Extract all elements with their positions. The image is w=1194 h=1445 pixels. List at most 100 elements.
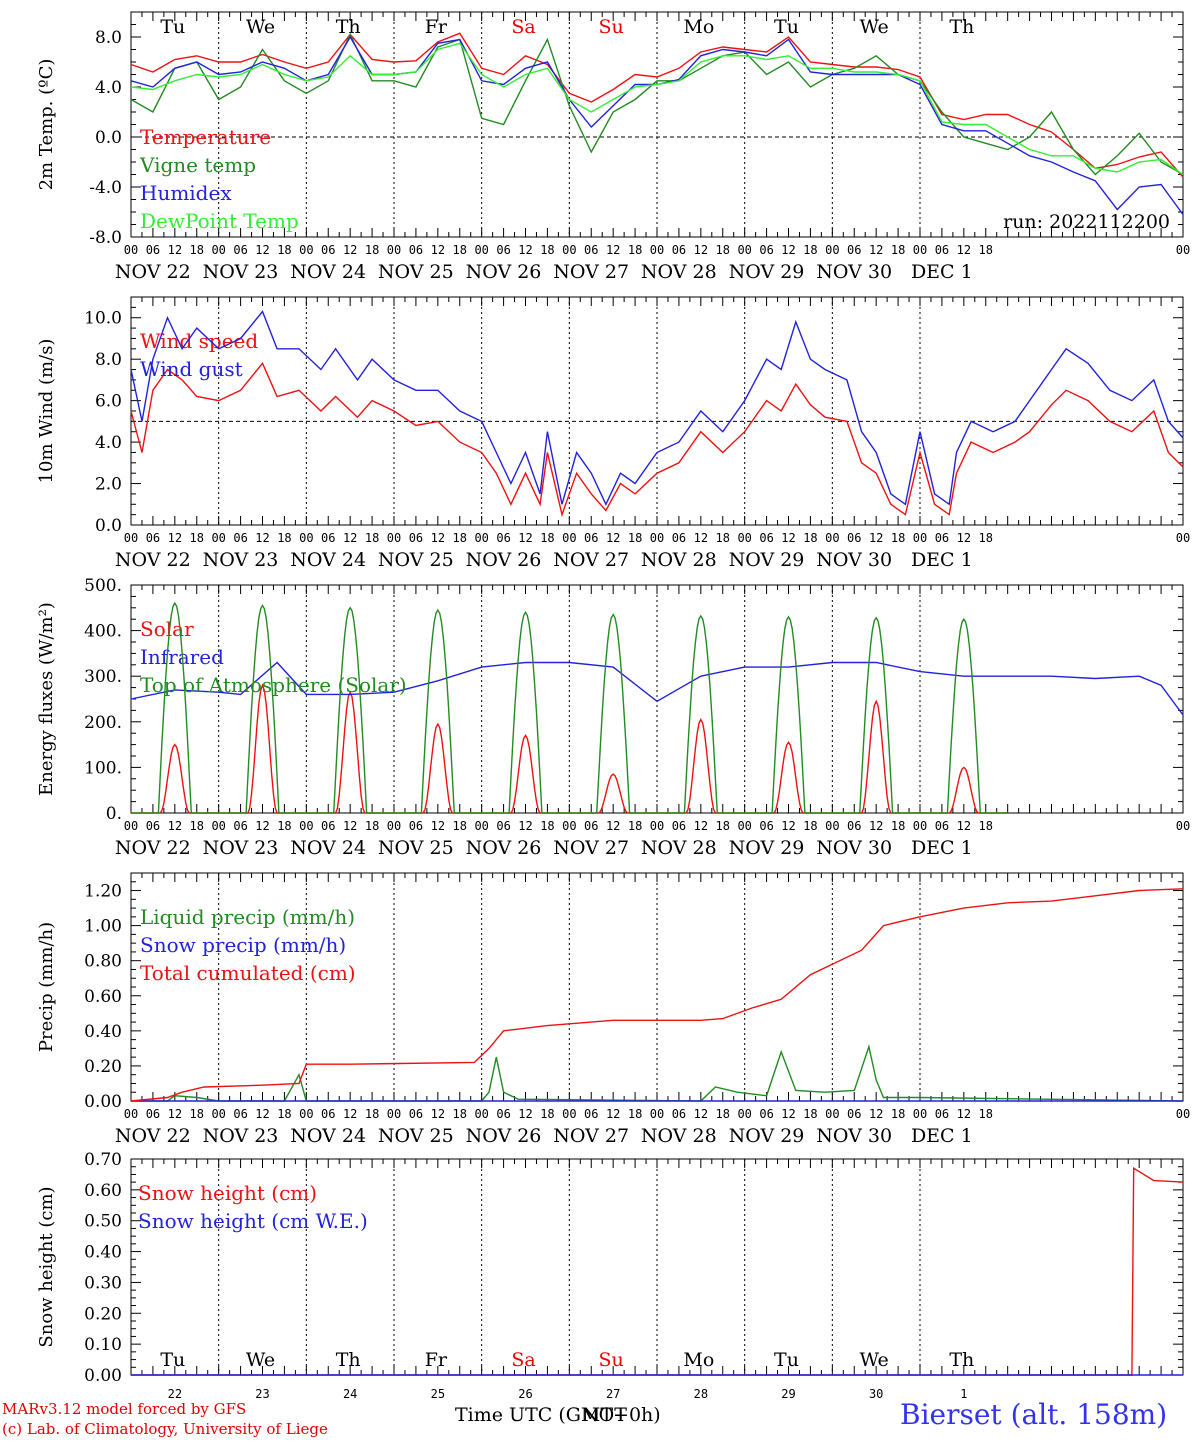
y-tick-label: 0.00 (84, 1366, 122, 1386)
hour-tick-label: 06 (146, 243, 160, 257)
chart-panel-5: 0.70 0.60 0.50 0.40 0.30 0.20 0.10 0.00 Snow hei… (36, 1150, 1184, 1401)
y-tick-label: -4.0 (89, 178, 122, 198)
hour-tick-label: 06 (409, 1107, 423, 1121)
hour-tick-label: 12 (869, 243, 883, 257)
series-line-1-4 (130, 42, 1184, 176)
hour-tick-label: 18 (540, 243, 554, 257)
y-tick-label: 200. (84, 713, 122, 733)
hour-tick-label: 06 (321, 243, 335, 257)
hour-tick-label: 00 (474, 243, 488, 257)
hour-tick-label: 06 (233, 531, 247, 545)
hour-tick-label: 00 (124, 243, 138, 257)
hour-tick-label: 06 (409, 819, 423, 833)
series-line-3-3 (131, 601, 1008, 814)
date-label: NOV 29 (729, 1125, 805, 1147)
hour-tick-label: 18 (716, 243, 730, 257)
date-label: DEC 1 (911, 1125, 973, 1147)
weekday-label: Tu (160, 16, 185, 38)
hour-tick-label: 06 (321, 531, 335, 545)
weekday-label: Tu (774, 1349, 799, 1371)
hour-tick-label: 12 (869, 531, 883, 545)
hour-tick-label: 06 (847, 819, 861, 833)
hour-tick-label: 00 (1176, 243, 1190, 257)
weekday-label: Fr (425, 16, 448, 38)
date-label: NOV 23 (203, 837, 279, 859)
run-label: run: 2022112200 (1003, 211, 1170, 233)
y-tick-label: 2.0 (95, 475, 122, 495)
hour-tick-label: 06 (233, 1107, 247, 1121)
hour-tick-label: 00 (211, 531, 225, 545)
hour-tick-label: 00 (387, 819, 401, 833)
series-line-2-1 (130, 361, 1184, 518)
hour-tick-label: 18 (365, 243, 379, 257)
hour-tick-label: 00 (211, 1107, 225, 1121)
hour-tick-label: 12 (518, 243, 532, 257)
y-tick-label: 0.00 (84, 1092, 122, 1112)
weekday-label: Th (949, 1349, 974, 1371)
legend-entry: Snow height (cm) (138, 1181, 317, 1205)
date-label: NOV 29 (729, 261, 805, 283)
hour-tick-label: 18 (365, 1107, 379, 1121)
chart-panel-3: 500. 400. 300. 200. 100. 0. Energy fluxes (W/m… (36, 576, 1190, 859)
hour-tick-label: 18 (277, 819, 291, 833)
hour-tick-label: 12 (957, 531, 971, 545)
series-line-4-3 (130, 888, 1184, 1102)
date-label: NOV 30 (816, 261, 892, 283)
date-label: NOV 25 (378, 549, 454, 571)
hour-tick-label: 06 (584, 1107, 598, 1121)
y-tick-label: 8.0 (95, 350, 122, 370)
y-tick-label: 0.60 (84, 987, 122, 1007)
hour-tick-label: 12 (168, 531, 182, 545)
series-line-2-2 (130, 310, 1184, 506)
date-label: NOV 30 (816, 549, 892, 571)
hour-tick-label: 06 (759, 531, 773, 545)
y-axis-title: Snow height (cm) (36, 1186, 57, 1347)
y-axis-title: 10m Wind (m/s) (36, 339, 57, 484)
hour-tick-label: 12 (781, 819, 795, 833)
hour-tick-label: 06 (935, 531, 949, 545)
y-tick-label: 0.50 (84, 1212, 122, 1232)
weekday-label: Mo (683, 16, 714, 38)
weekday-label: We (860, 1349, 889, 1371)
hour-tick-label: 00 (387, 243, 401, 257)
hour-tick-label: 06 (233, 243, 247, 257)
hour-tick-label: 00 (1176, 1107, 1190, 1121)
hour-tick-label: 00 (737, 243, 751, 257)
hour-tick-label: 06 (672, 531, 686, 545)
hour-tick-label: 18 (190, 531, 204, 545)
date-label: NOV 24 (290, 837, 366, 859)
hour-tick-label: 00 (825, 819, 839, 833)
date-label: NOV 30 (816, 1125, 892, 1147)
hour-tick-label: 06 (759, 1107, 773, 1121)
hour-tick-label: 12 (343, 243, 357, 257)
hour-tick-label: 00 (124, 819, 138, 833)
legend-entry: Wind speed (140, 329, 258, 353)
date-label: NOV 26 (466, 261, 542, 283)
hour-tick-label: 00 (299, 1107, 313, 1121)
hour-tick-label: 18 (891, 1107, 905, 1121)
y-tick-label: 0.20 (84, 1304, 122, 1324)
legend-entry: Temperature (140, 125, 271, 149)
hour-tick-label: 00 (737, 819, 751, 833)
hour-tick-label: 12 (168, 819, 182, 833)
weekday-label: Tu (160, 1349, 185, 1371)
hour-tick-label: 00 (474, 531, 488, 545)
hour-tick-label: 12 (518, 1107, 532, 1121)
date-label: NOV 22 (115, 549, 191, 571)
hour-tick-label: 00 (913, 1107, 927, 1121)
series-line-1-2 (130, 32, 1184, 176)
hour-tick-label: 00 (387, 1107, 401, 1121)
date-label: NOV 28 (641, 837, 717, 859)
credit-label: (c) Lab. of Climatology, University of L… (2, 1420, 328, 1438)
series-line-1-1 (130, 32, 1184, 178)
hour-tick-label: 00 (737, 531, 751, 545)
hour-tick-label: 12 (343, 819, 357, 833)
hour-tick-label: 06 (584, 531, 598, 545)
hour-tick-label: 06 (935, 1107, 949, 1121)
hour-tick-label: 18 (891, 243, 905, 257)
hour-tick-label: 00 (825, 1107, 839, 1121)
date-label: NOV 28 (641, 1125, 717, 1147)
legend-entry: Humidex (140, 181, 232, 205)
hour-tick-label: 18 (453, 531, 467, 545)
